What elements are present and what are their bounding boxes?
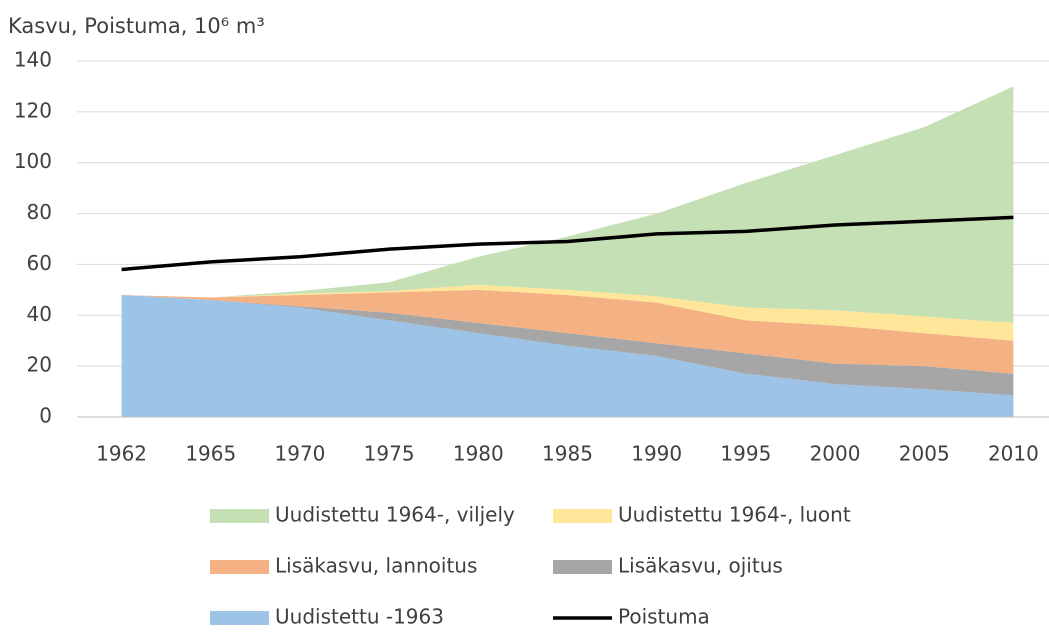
area [121, 294, 1014, 417]
legend-swatch [210, 611, 269, 625]
legend-swatch [553, 509, 612, 523]
legend-label: Poistuma [618, 605, 710, 629]
x-tick-label: 2005 [899, 442, 950, 466]
legend-swatch [210, 560, 269, 574]
legend-label: Uudistettu -1963 [275, 605, 444, 629]
legend-label: Uudistettu 1964-, luont [618, 503, 851, 527]
area [121, 284, 1014, 341]
x-tick-label: 1975 [364, 442, 415, 466]
line [121, 215, 1014, 272]
y-tick-label: 80 [27, 200, 52, 224]
area [121, 86, 1014, 323]
x-tick-label: 1962 [96, 442, 147, 466]
legend-swatch [210, 509, 269, 523]
x-tick-label: 1995 [720, 442, 771, 466]
legend-label: Lisäkasvu, ojitus [618, 554, 783, 578]
y-tick-label: 20 [27, 353, 52, 377]
area [121, 294, 1014, 396]
y-tick-label: 140 [14, 48, 52, 72]
y-tick-label: 100 [14, 149, 52, 173]
area [121, 289, 1014, 374]
x-tick-label: 1970 [275, 442, 326, 466]
chart-title: Kasvu, Poistuma, 10⁶ m³ [8, 14, 265, 38]
legend-swatch [553, 560, 612, 574]
legend-label: Uudistettu 1964-, viljely [275, 503, 515, 527]
x-tick-label: 1985 [542, 442, 593, 466]
y-tick-label: 0 [39, 404, 52, 428]
y-tick-label: 60 [27, 251, 52, 275]
y-tick-label: 40 [27, 302, 52, 326]
legend-label: Lisäkasvu, lannoitus [275, 554, 477, 578]
x-tick-label: 1965 [185, 442, 236, 466]
x-tick-label: 2010 [988, 442, 1039, 466]
x-tick-label: 1990 [631, 442, 682, 466]
x-tick-label: 2000 [810, 442, 861, 466]
y-tick-label: 120 [14, 98, 52, 122]
x-tick-label: 1980 [453, 442, 504, 466]
